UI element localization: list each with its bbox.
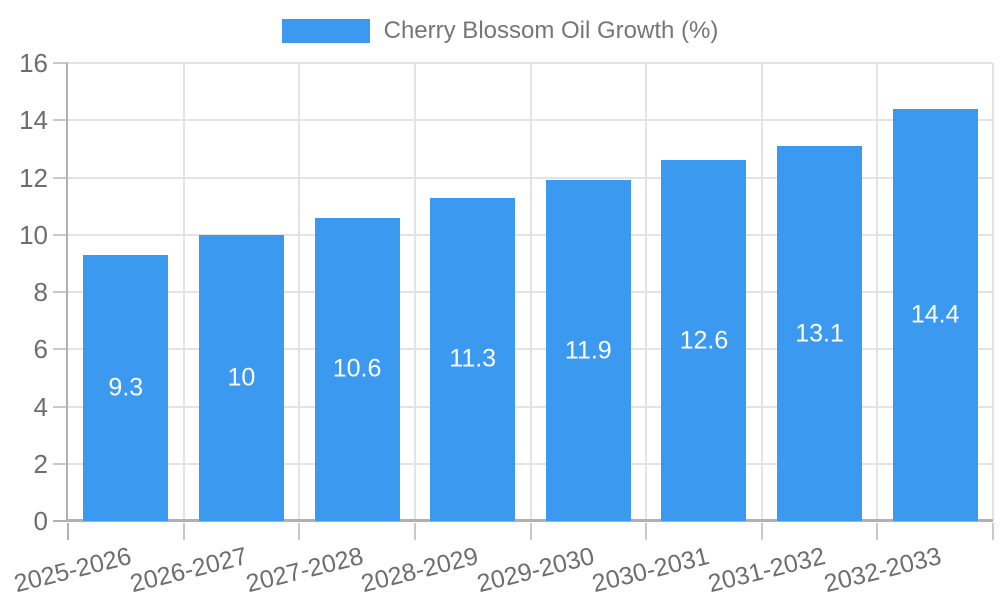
x-axis-tick — [876, 523, 879, 540]
y-axis-tick — [53, 405, 68, 408]
gridline-vertical — [876, 63, 879, 521]
bar[interactable]: 10.6 — [314, 217, 400, 521]
y-axis-tick-label: 8 — [33, 277, 48, 307]
x-axis-tick-label: 2030-2031 — [589, 542, 713, 599]
y-axis-tick — [53, 348, 68, 351]
y-axis-tick — [53, 119, 68, 122]
y-axis-tick — [53, 176, 68, 179]
x-axis-tick-label: 2028-2029 — [358, 542, 482, 599]
x-axis-tick — [645, 523, 648, 540]
gridline-vertical — [413, 63, 416, 521]
y-axis-tick-label: 12 — [19, 162, 48, 193]
x-axis-tick — [760, 523, 763, 540]
x-axis-tick — [67, 523, 69, 540]
y-axis-tick — [53, 291, 68, 293]
y-axis-tick-label: 10 — [19, 219, 48, 250]
y-axis-tick-label: 0 — [33, 506, 48, 536]
bar[interactable]: 10 — [198, 234, 284, 521]
bar[interactable]: 12.6 — [661, 160, 747, 521]
y-axis-tick-label: 6 — [33, 334, 48, 365]
bar-value-label: 11.9 — [564, 336, 612, 365]
gridline-vertical — [760, 63, 763, 521]
x-axis-tick — [992, 523, 994, 540]
x-axis-tick-label: 2032-2033 — [820, 542, 944, 599]
gridline-vertical — [529, 63, 532, 521]
bar[interactable]: 13.1 — [777, 146, 863, 521]
x-axis-tick-label: 2029-2030 — [474, 542, 597, 599]
gridline-vertical — [645, 63, 648, 521]
y-axis-tick-label: 16 — [19, 48, 48, 78]
bar[interactable]: 14.4 — [892, 108, 978, 521]
x-axis-tick — [298, 523, 301, 540]
legend-swatch[interactable] — [281, 19, 370, 43]
bar-value-label: 10.6 — [332, 354, 382, 383]
y-axis-tick — [53, 233, 68, 236]
bar[interactable]: 11.9 — [545, 180, 631, 521]
bar-value-label: 10 — [227, 363, 256, 392]
gridline-vertical — [298, 63, 301, 521]
gridline-vertical — [182, 63, 185, 521]
bar-value-label: 14.4 — [910, 300, 960, 329]
bar[interactable]: 11.3 — [430, 197, 516, 521]
x-axis-tick — [413, 523, 416, 540]
plot-area: 0 2 4 6 8 10 12 14 16 9.3 10 10.6 11.3 11.9 12.6 13.1 14… — [12, 49, 994, 598]
gridline-vertical — [992, 63, 994, 521]
y-axis-tick — [53, 520, 68, 522]
x-axis-tick-label: 2025-2026 — [11, 542, 135, 599]
y-axis-line — [66, 63, 68, 521]
x-axis-tick — [529, 523, 532, 540]
y-axis-tick — [53, 62, 68, 64]
bar-value-label: 9.3 — [108, 373, 144, 402]
x-axis-line — [66, 519, 993, 522]
x-axis-tick-label: 2027-2028 — [242, 542, 366, 599]
legend-label: Cherry Blossom Oil Growth (%) — [383, 17, 719, 44]
y-axis-tick-label: 2 — [33, 448, 48, 479]
x-axis-tick-label: 2026-2027 — [127, 542, 250, 599]
bar-value-label: 12.6 — [679, 326, 729, 355]
bar[interactable]: 9.3 — [83, 254, 169, 521]
y-axis-tick-label: 4 — [33, 391, 48, 422]
bar-value-label: 11.3 — [449, 344, 497, 373]
y-axis-tick — [53, 462, 68, 465]
x-axis-tick — [182, 523, 185, 540]
legend[interactable]: Cherry Blossom Oil Growth (%) — [0, 18, 1000, 44]
bar-value-label: 13.1 — [795, 319, 844, 347]
x-axis-tick-label: 2031-2032 — [705, 542, 829, 599]
y-axis-tick-label: 14 — [19, 105, 48, 136]
